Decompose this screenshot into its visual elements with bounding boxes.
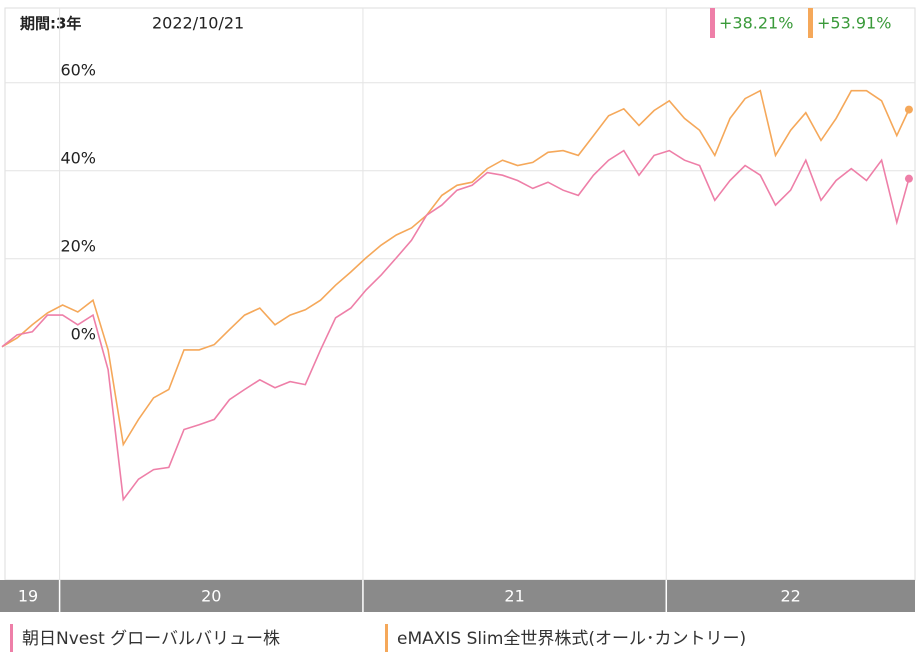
legend-label: 朝日Nvest グローバルバリュー株 xyxy=(22,629,280,649)
legend-label: eMAXIS Slim全世界株式(オール･カントリー) xyxy=(397,629,746,649)
y-tick-label: 0% xyxy=(71,324,96,343)
series-line xyxy=(1,89,910,447)
end-label-marker xyxy=(710,8,715,38)
end-label: +38.21% xyxy=(719,14,793,33)
end-dot xyxy=(904,174,913,183)
x-tick-label: 20 xyxy=(201,587,221,606)
y-tick-label: 60% xyxy=(60,60,96,79)
y-tick-label: 40% xyxy=(60,148,96,167)
series-line xyxy=(1,149,910,502)
date-label: 2022/10/21 xyxy=(152,14,244,33)
end-dot xyxy=(904,105,913,114)
x-tick-label: 22 xyxy=(780,587,800,606)
x-tick-label: 19 xyxy=(18,587,38,606)
y-tick-label: 20% xyxy=(60,236,96,255)
end-label: +53.91% xyxy=(817,14,891,33)
x-tick-label: 21 xyxy=(504,587,524,606)
period-label: 期間:3年 xyxy=(20,15,81,33)
legend-marker xyxy=(10,624,13,652)
end-label-marker xyxy=(808,8,813,38)
x-axis-band xyxy=(0,580,915,612)
legend-marker xyxy=(385,624,388,652)
